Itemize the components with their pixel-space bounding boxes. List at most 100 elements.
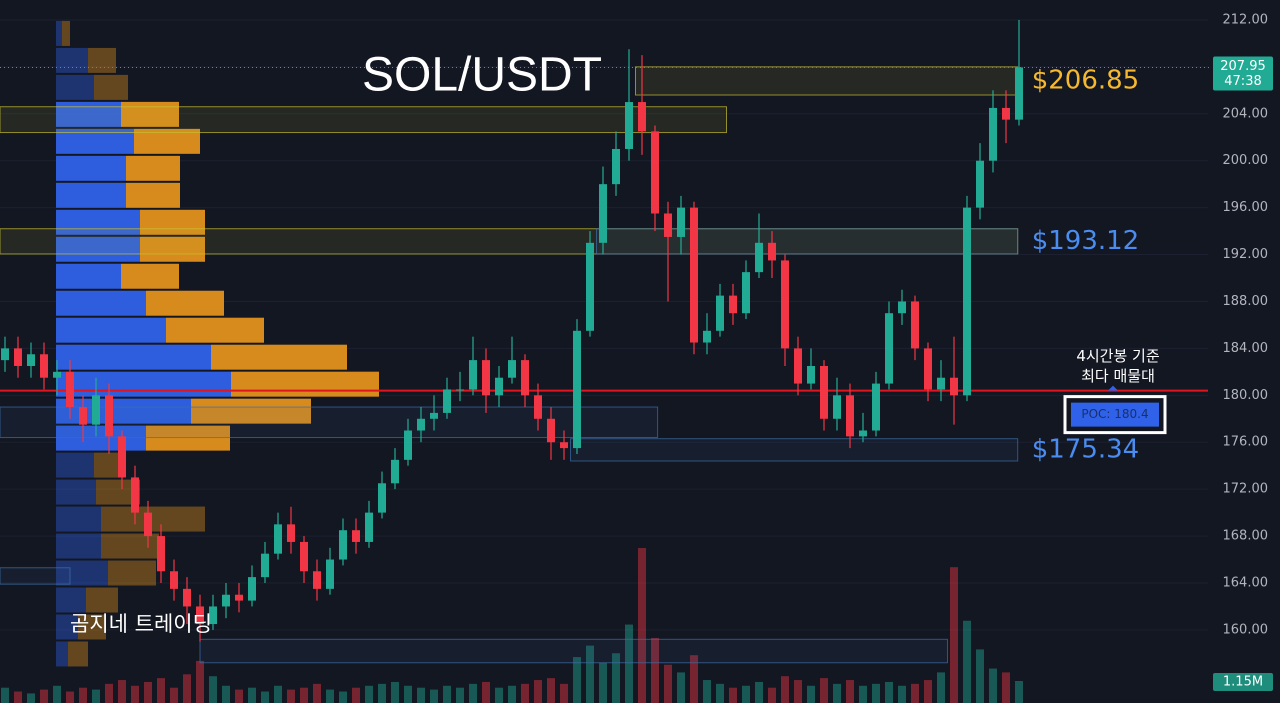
candle-body (937, 377, 945, 390)
candle-body (989, 107, 997, 161)
candle-body (326, 559, 334, 589)
candle-body (235, 594, 243, 601)
volume-bar (976, 649, 984, 703)
volume-bar (768, 687, 776, 703)
candle-body (872, 383, 880, 431)
poc-pointer (1108, 385, 1118, 391)
profile-sell-bar (108, 560, 156, 586)
profile-sell-bar (166, 317, 264, 343)
profile-buy-bar (56, 155, 126, 181)
profile-buy-bar (56, 641, 68, 667)
volume-bar (807, 685, 815, 703)
candle-body (14, 348, 22, 366)
candle-body (911, 301, 919, 349)
zone-label: $175.34 (1032, 434, 1140, 464)
poc-note: 4시간봉 기준 (1076, 347, 1160, 365)
profile-sell-bar (140, 236, 205, 262)
volume-bar (612, 653, 620, 703)
y-tick-label: 212.00 (1223, 12, 1269, 27)
volume-bar (716, 683, 724, 703)
volume-bar (742, 685, 750, 703)
volume-bar (14, 691, 22, 703)
volume-bar (430, 689, 438, 703)
candle-body (651, 131, 659, 214)
volume-bar (105, 683, 113, 703)
candle-body (248, 577, 256, 601)
profile-buy-bar (56, 182, 126, 208)
volume-bar (27, 693, 35, 703)
candle-body (781, 260, 789, 349)
candle-body (677, 207, 685, 237)
y-tick-label: 160.00 (1223, 622, 1269, 637)
candle-body (625, 102, 633, 149)
candle-body (859, 430, 867, 437)
last-price-label: 207.95 (1220, 59, 1266, 74)
y-tick-label: 204.00 (1223, 106, 1269, 121)
candle-body (794, 348, 802, 384)
y-tick-label: 196.00 (1223, 200, 1269, 215)
profile-sell-bar (94, 74, 128, 100)
y-tick-label: 180.00 (1223, 388, 1269, 403)
candle-body (274, 524, 282, 554)
candle-body (716, 295, 724, 331)
profile-buy-bar (56, 20, 62, 46)
profile-buy-bar (56, 425, 146, 451)
candle-body (1002, 107, 1010, 120)
candle-body (586, 242, 594, 331)
candle-body (287, 524, 295, 542)
volume-bar (339, 691, 347, 703)
volume-bar (144, 681, 152, 703)
profile-buy-bar (56, 74, 94, 100)
profile-sell-bar (101, 506, 205, 532)
volume-bar (625, 624, 633, 703)
profile-buy-bar (56, 479, 96, 505)
poc-box-inner (1071, 402, 1159, 427)
y-tick-label: 188.00 (1223, 294, 1269, 309)
volume-bar (651, 637, 659, 703)
volume-bar (859, 685, 867, 703)
candle-body (79, 407, 87, 425)
volume-bar (378, 683, 386, 703)
volume-bar (248, 687, 256, 703)
volume-bar (573, 657, 581, 703)
volume-bar (833, 683, 841, 703)
candle-body (300, 541, 308, 572)
profile-buy-bar (56, 263, 121, 289)
y-tick-label: 164.00 (1223, 575, 1269, 590)
volume-bar (729, 687, 737, 703)
price-zone (0, 106, 727, 134)
candle-body (144, 512, 152, 537)
zone-label: $206.85 (1032, 65, 1140, 95)
volume-bar (820, 678, 828, 703)
chart-title: SOL/USDT (362, 49, 602, 102)
volume-bar (911, 683, 919, 703)
candle-body (898, 301, 906, 314)
volume-bar (274, 685, 282, 703)
volume-bar (599, 662, 607, 703)
volume-bar (781, 676, 789, 703)
volume-bar (885, 681, 893, 703)
profile-buy-bar (56, 398, 191, 424)
profile-buy-bar (56, 236, 140, 262)
profile-sell-bar (191, 398, 311, 424)
volume-bar (482, 681, 490, 703)
candle-body (404, 430, 412, 460)
volume-bar (313, 683, 321, 703)
candle-body (352, 530, 360, 542)
volume-bar (495, 687, 503, 703)
volume-bar (157, 678, 165, 703)
candle-body (664, 213, 672, 237)
poc-note: 최다 매물대 (1081, 367, 1155, 385)
volume-bar (950, 567, 958, 703)
profile-sell-bar (146, 425, 230, 451)
profile-sell-bar (126, 182, 180, 208)
candle-body (768, 242, 776, 261)
profile-buy-bar (56, 587, 86, 613)
price-zone (596, 228, 1019, 255)
candle-body (131, 477, 139, 513)
profile-sell-bar (121, 101, 179, 127)
volume-bar (703, 680, 711, 703)
volume-bar (534, 680, 542, 703)
candle-body (183, 588, 191, 607)
volume-bar (66, 691, 74, 703)
